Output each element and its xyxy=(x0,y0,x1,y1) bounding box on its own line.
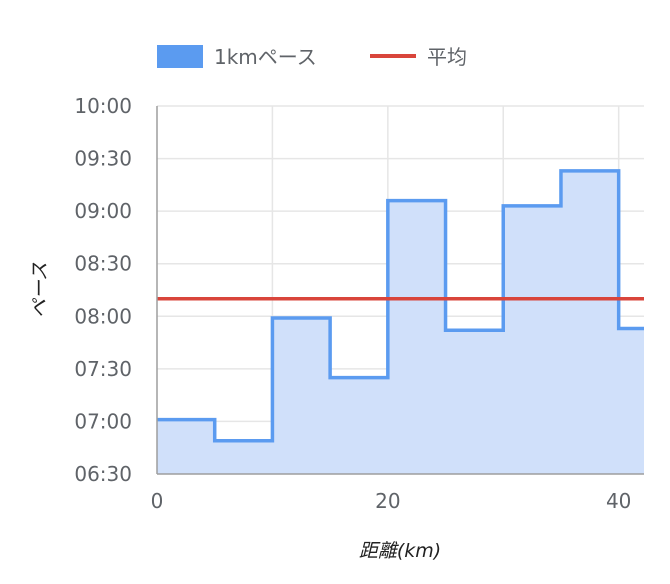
legend-swatch-pace xyxy=(157,45,203,68)
pace-step-line xyxy=(157,169,644,443)
y-tick-label-4: 08:30 xyxy=(74,252,132,276)
legend-label-average: 平均 xyxy=(427,45,467,69)
y-tick-label-1: 07:00 xyxy=(74,409,132,433)
pace-area xyxy=(157,169,644,475)
pace-area-fill xyxy=(157,170,644,475)
y-tick-label-6: 09:30 xyxy=(74,147,132,171)
y-tick-label-0: 06:30 xyxy=(74,462,132,486)
y-tick-label-5: 09:00 xyxy=(74,199,132,223)
legend-label-pace: 1kmペース xyxy=(214,45,317,69)
axes xyxy=(156,106,644,475)
legend: 1kmペース 平均 xyxy=(157,45,467,69)
y-axis-title: ペース xyxy=(29,262,51,318)
x-tick-label-1: 20 xyxy=(375,489,400,513)
tick-labels: 06:30 07:00 07:30 08:00 08:30 09:00 09:30 10:00… xyxy=(74,94,631,513)
y-tick-label-3: 08:00 xyxy=(74,304,132,328)
x-tick-label-0: 0 xyxy=(151,489,164,513)
y-tick-label-2: 07:30 xyxy=(74,357,132,381)
y-tick-label-7: 10:00 xyxy=(74,94,132,118)
x-tick-label-2: 40 xyxy=(606,489,631,513)
x-axis-title: 距離(km) xyxy=(359,540,441,562)
